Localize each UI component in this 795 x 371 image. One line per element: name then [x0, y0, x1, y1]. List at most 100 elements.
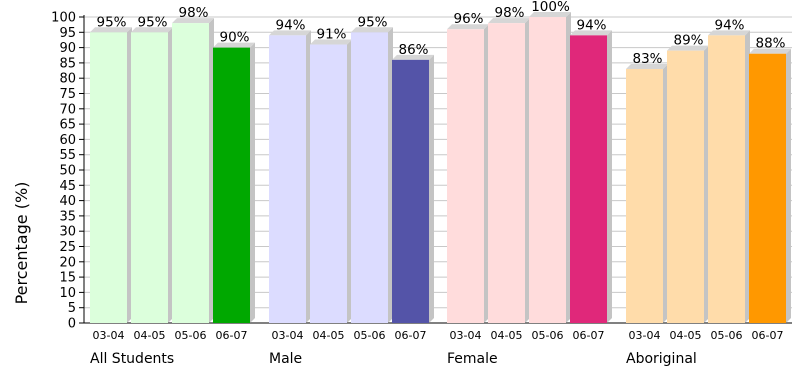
y-tick-label: 35 — [59, 209, 76, 224]
bar-shadow-side — [250, 42, 255, 323]
bar-value-label: 86% — [398, 42, 428, 58]
bar-shadow-top — [749, 48, 791, 54]
x-tick-label: 04-05 — [313, 329, 345, 342]
bar-shadow-side — [525, 18, 530, 324]
group-label: All Students — [90, 351, 174, 367]
bar-shadow-top — [570, 30, 612, 36]
bar-shadow-top — [131, 27, 173, 33]
bar — [310, 44, 347, 323]
y-tick-label: 30 — [59, 225, 76, 240]
bar-shadow-top — [447, 24, 489, 30]
x-tick-label: 04-05 — [134, 329, 166, 342]
bar-shadow-side — [209, 18, 214, 324]
bar-shadow-side — [566, 12, 571, 323]
bar-shadow-top — [488, 18, 530, 24]
bars — [90, 12, 791, 324]
y-axis-label: Percentage (%) — [12, 182, 31, 305]
bar-shadow-side — [388, 27, 393, 324]
bar — [90, 32, 127, 324]
bar-shadow-top — [708, 30, 750, 36]
bar-value-label: 90% — [219, 30, 249, 46]
bar-shadow-top — [172, 18, 214, 24]
bar-shadow-top — [626, 64, 668, 70]
bar-value-label: 83% — [632, 51, 662, 67]
bar-shadow-top — [667, 45, 709, 51]
y-tick-label: 10 — [59, 286, 76, 301]
x-tick-label: 04-05 — [670, 329, 702, 342]
y-tick-label: 15 — [59, 271, 76, 286]
y-tick-label: 60 — [59, 133, 76, 148]
bar — [626, 69, 663, 324]
bar-shadow-side — [607, 30, 612, 324]
bar-value-label: 89% — [673, 33, 703, 49]
y-tick-label: 75 — [59, 87, 76, 102]
bar — [269, 35, 306, 324]
bar-value-label: 94% — [576, 17, 606, 33]
x-tick-label: 06-07 — [573, 329, 605, 342]
labels: 0510152025303540455055606570758085909510… — [51, 0, 785, 367]
bar-value-label: 91% — [316, 27, 346, 43]
y-tick-label: 65 — [59, 118, 76, 133]
bar-value-label: 98% — [178, 5, 208, 21]
bar-value-label: 94% — [714, 17, 744, 33]
bar-value-label: 94% — [275, 17, 305, 33]
x-tick-label: 06-07 — [752, 329, 784, 342]
bar-shadow-top — [310, 39, 352, 45]
bar — [447, 29, 484, 324]
bar — [749, 53, 786, 323]
x-tick-label: 06-07 — [395, 329, 427, 342]
x-tick-label: 03-04 — [272, 329, 304, 342]
x-tick-label: 06-07 — [216, 329, 248, 342]
group-label: Aboriginal — [626, 351, 697, 367]
x-tick-label: 05-06 — [354, 329, 386, 342]
y-tick-label: 90 — [59, 41, 76, 56]
y-tick-label: 25 — [59, 240, 76, 255]
bar-value-label: 96% — [453, 11, 483, 27]
bar — [529, 17, 566, 323]
y-tick-label: 20 — [59, 255, 76, 270]
bar-shadow-side — [127, 27, 132, 324]
y-tick-label: 45 — [59, 179, 76, 194]
y-tick-label: 70 — [59, 102, 76, 117]
bar-shadow-side — [786, 48, 791, 323]
y-tick-label: 85 — [59, 56, 76, 71]
bar — [488, 23, 525, 324]
bar-shadow-top — [90, 27, 132, 33]
y-tick-label: 5 — [68, 301, 76, 316]
bar-value-label: 95% — [137, 14, 167, 30]
y-tick-label: 80 — [59, 72, 76, 87]
x-tick-label: 04-05 — [491, 329, 523, 342]
bar-shadow-top — [392, 54, 434, 60]
group-label: Male — [269, 351, 302, 367]
bar-value-label: 88% — [755, 36, 785, 52]
bar-shadow-side — [347, 39, 352, 323]
bar-shadow-top — [213, 42, 255, 48]
bar-shadow-side — [663, 64, 668, 324]
bar — [570, 35, 607, 324]
bar-value-label: 95% — [96, 14, 126, 30]
bar — [131, 32, 168, 324]
x-tick-label: 03-04 — [629, 329, 661, 342]
x-tick-label: 05-06 — [175, 329, 207, 342]
y-tick-label: 50 — [59, 164, 76, 179]
x-tick-label: 05-06 — [711, 329, 743, 342]
y-tick-label: 55 — [59, 148, 76, 163]
x-tick-label: 03-04 — [93, 329, 125, 342]
y-tick-label: 95 — [59, 26, 76, 41]
group-label: Female — [447, 351, 498, 367]
bar — [708, 35, 745, 324]
y-tick-label: 100 — [51, 11, 76, 26]
bar-value-label: 100% — [531, 0, 570, 15]
y-tick-label: 0 — [68, 317, 76, 332]
bar — [213, 47, 250, 323]
bar-shadow-side — [306, 30, 311, 324]
x-tick-label: 03-04 — [450, 329, 482, 342]
bar-shadow-side — [168, 27, 173, 324]
bar-shadow-top — [351, 27, 393, 33]
bar-value-label: 98% — [494, 5, 524, 21]
bar — [667, 50, 704, 323]
bar-shadow-side — [484, 24, 489, 324]
bar — [392, 59, 429, 324]
